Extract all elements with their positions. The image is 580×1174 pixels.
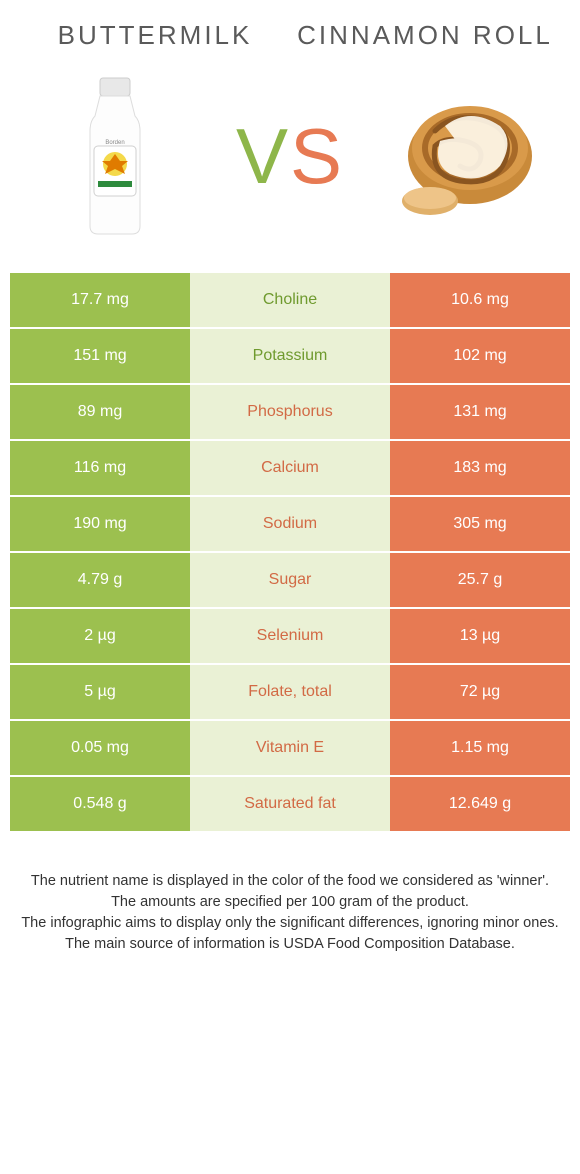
nutrient-label: Vitamin E: [190, 721, 390, 775]
left-value: 2 µg: [10, 609, 190, 663]
table-row: 116 mgCalcium183 mg: [10, 439, 570, 495]
table-row: 89 mgPhosphorus131 mg: [10, 383, 570, 439]
vs-label: VS: [236, 111, 344, 202]
table-row: 5 µgFolate, total72 µg: [10, 663, 570, 719]
nutrient-label: Phosphorus: [190, 385, 390, 439]
left-food-title: Buttermilk: [20, 20, 290, 51]
table-row: 190 mgSodium305 mg: [10, 495, 570, 551]
left-value: 0.05 mg: [10, 721, 190, 775]
nutrient-label: Sodium: [190, 497, 390, 551]
nutrient-label: Choline: [190, 273, 390, 327]
right-value: 72 µg: [390, 665, 570, 719]
left-value: 4.79 g: [10, 553, 190, 607]
footer-line: The amounts are specified per 100 gram o…: [20, 892, 560, 913]
right-value: 102 mg: [390, 329, 570, 383]
left-food-image: Borden: [30, 71, 200, 241]
nutrient-label: Potassium: [190, 329, 390, 383]
right-value: 1.15 mg: [390, 721, 570, 775]
right-value: 305 mg: [390, 497, 570, 551]
footer-line: The infographic aims to display only the…: [20, 913, 560, 934]
table-row: 0.05 mgVitamin E1.15 mg: [10, 719, 570, 775]
table-row: 2 µgSelenium13 µg: [10, 607, 570, 663]
right-value: 13 µg: [390, 609, 570, 663]
right-value: 10.6 mg: [390, 273, 570, 327]
nutrient-label: Sugar: [190, 553, 390, 607]
right-value: 12.649 g: [390, 777, 570, 831]
vs-s: S: [290, 112, 344, 200]
nutrient-label: Selenium: [190, 609, 390, 663]
right-value: 183 mg: [390, 441, 570, 495]
left-value: 89 mg: [10, 385, 190, 439]
right-food-image: [380, 71, 550, 241]
right-food-title: Cinnamon roll: [290, 20, 560, 51]
nutrient-label: Saturated fat: [190, 777, 390, 831]
nutrient-label: Folate, total: [190, 665, 390, 719]
right-value: 25.7 g: [390, 553, 570, 607]
right-value: 131 mg: [390, 385, 570, 439]
left-value: 17.7 mg: [10, 273, 190, 327]
footer-line: The nutrient name is displayed in the co…: [20, 871, 560, 892]
nutrient-table: 17.7 mgCholine10.6 mg151 mgPotassium102 …: [10, 271, 570, 831]
footer-line: The main source of information is USDA F…: [20, 934, 560, 955]
table-row: 151 mgPotassium102 mg: [10, 327, 570, 383]
left-value: 190 mg: [10, 497, 190, 551]
left-value: 151 mg: [10, 329, 190, 383]
vs-v: V: [236, 112, 290, 200]
left-value: 0.548 g: [10, 777, 190, 831]
left-value: 116 mg: [10, 441, 190, 495]
table-row: 4.79 gSugar25.7 g: [10, 551, 570, 607]
footer-notes: The nutrient name is displayed in the co…: [20, 871, 560, 955]
svg-text:Borden: Borden: [105, 140, 124, 146]
table-row: 17.7 mgCholine10.6 mg: [10, 271, 570, 327]
table-row: 0.548 gSaturated fat12.649 g: [10, 775, 570, 831]
left-value: 5 µg: [10, 665, 190, 719]
nutrient-label: Calcium: [190, 441, 390, 495]
